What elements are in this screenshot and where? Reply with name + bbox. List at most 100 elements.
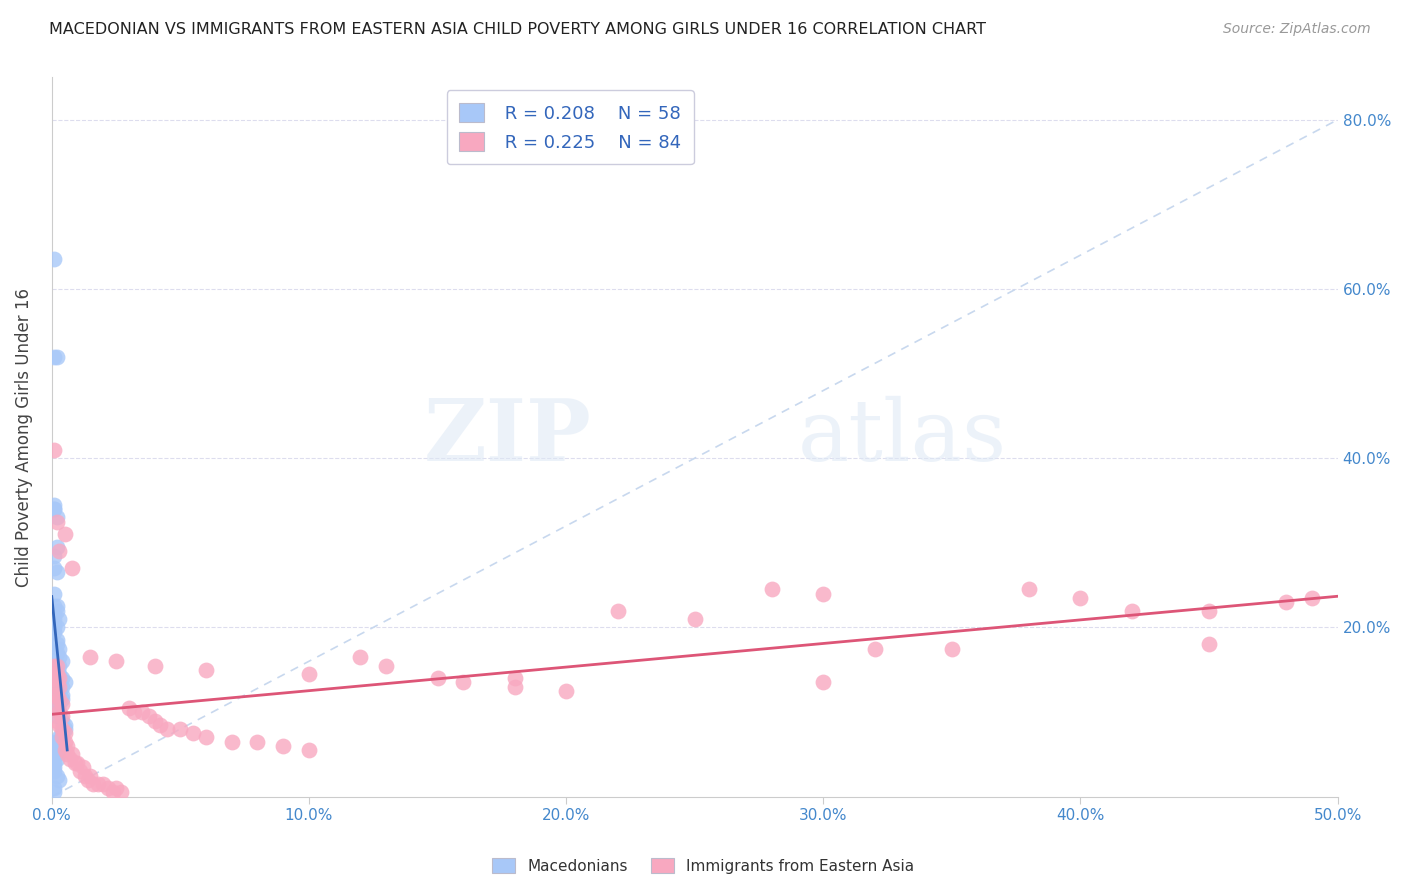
Point <box>298 743 321 757</box>
Point <box>44 599 66 614</box>
Point <box>44 586 66 600</box>
Point <box>138 709 160 723</box>
Text: Source: ZipAtlas.com: Source: ZipAtlas.com <box>1223 22 1371 37</box>
Text: ZIP: ZIP <box>425 395 592 479</box>
Point <box>45 663 67 677</box>
Point <box>44 502 66 516</box>
Point <box>44 734 66 748</box>
Point <box>48 667 70 681</box>
Point <box>48 731 70 745</box>
Point <box>51 731 73 745</box>
Point <box>44 502 66 516</box>
Point <box>169 722 191 736</box>
Point <box>606 603 628 617</box>
Point <box>45 637 67 651</box>
Point <box>44 781 66 796</box>
Point <box>51 714 73 728</box>
Point <box>51 680 73 694</box>
Point <box>53 734 76 748</box>
Point <box>48 641 70 656</box>
Point <box>143 658 166 673</box>
Point <box>44 667 66 681</box>
Point <box>76 772 98 787</box>
Point <box>44 442 66 457</box>
Point <box>761 582 783 597</box>
Point <box>48 705 70 719</box>
Point <box>44 760 66 774</box>
Point <box>44 498 66 512</box>
Point <box>53 718 76 732</box>
Point <box>45 510 67 524</box>
Point <box>1198 603 1220 617</box>
Point <box>451 675 474 690</box>
Point <box>1198 637 1220 651</box>
Point <box>56 739 79 753</box>
Point <box>44 624 66 639</box>
Point <box>45 751 67 765</box>
Point <box>143 714 166 728</box>
Point <box>72 760 94 774</box>
Point <box>48 718 70 732</box>
Point <box>51 692 73 706</box>
Point <box>66 756 89 770</box>
Point <box>1121 603 1143 617</box>
Point <box>48 705 70 719</box>
Point <box>44 252 66 267</box>
Point <box>51 688 73 702</box>
Point <box>156 722 179 736</box>
Y-axis label: Child Poverty Among Girls Under 16: Child Poverty Among Girls Under 16 <box>15 287 32 587</box>
Point <box>1069 591 1091 605</box>
Point <box>53 527 76 541</box>
Point <box>48 684 70 698</box>
Point <box>45 633 67 648</box>
Point <box>45 714 67 728</box>
Point <box>1301 591 1323 605</box>
Point <box>45 747 67 762</box>
Point <box>44 764 66 779</box>
Legend:  R = 0.208    N = 58,  R = 0.225    N = 84: R = 0.208 N = 58, R = 0.225 N = 84 <box>447 90 693 164</box>
Point <box>79 650 101 665</box>
Point <box>149 718 172 732</box>
Point <box>48 544 70 558</box>
Point <box>79 768 101 782</box>
Point <box>48 680 70 694</box>
Point <box>45 540 67 554</box>
Point <box>503 671 526 685</box>
Point <box>44 743 66 757</box>
Point <box>941 641 963 656</box>
Point <box>375 658 398 673</box>
Point <box>44 350 66 364</box>
Point <box>44 549 66 563</box>
Point <box>87 777 110 791</box>
Point <box>349 650 371 665</box>
Point <box>1275 595 1298 609</box>
Point <box>45 768 67 782</box>
Point <box>503 680 526 694</box>
Point <box>69 764 91 779</box>
Point <box>813 675 835 690</box>
Point <box>813 586 835 600</box>
Text: MACEDONIAN VS IMMIGRANTS FROM EASTERN ASIA CHILD POVERTY AMONG GIRLS UNDER 16 CO: MACEDONIAN VS IMMIGRANTS FROM EASTERN AS… <box>49 22 986 37</box>
Point <box>45 620 67 634</box>
Point <box>44 620 66 634</box>
Point <box>44 658 66 673</box>
Point <box>44 785 66 799</box>
Point <box>48 697 70 711</box>
Point <box>45 603 67 617</box>
Point <box>97 781 120 796</box>
Point <box>53 722 76 736</box>
Point <box>426 671 449 685</box>
Point <box>271 739 294 753</box>
Point <box>131 705 153 719</box>
Point <box>91 777 114 791</box>
Point <box>44 739 66 753</box>
Point <box>51 726 73 740</box>
Point <box>221 734 243 748</box>
Point <box>683 612 706 626</box>
Point <box>51 671 73 685</box>
Point <box>44 756 66 770</box>
Point <box>53 743 76 757</box>
Point <box>44 561 66 575</box>
Point <box>48 650 70 665</box>
Point <box>59 751 82 765</box>
